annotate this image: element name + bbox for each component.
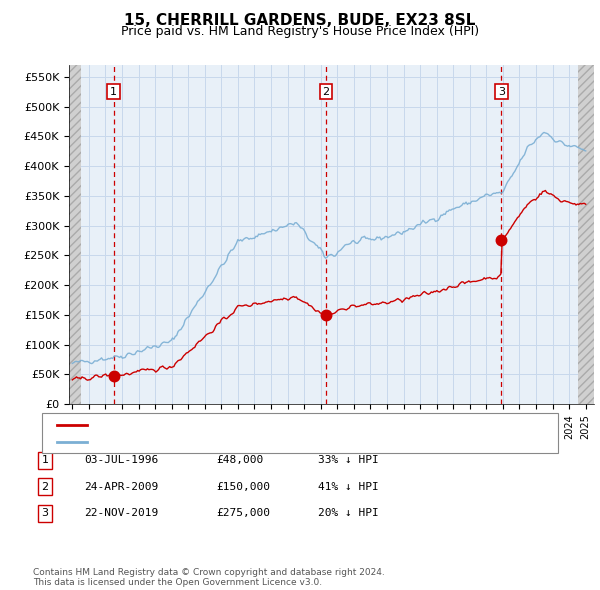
- Text: 15, CHERRILL GARDENS, BUDE, EX23 8SL: 15, CHERRILL GARDENS, BUDE, EX23 8SL: [124, 13, 476, 28]
- Text: 1: 1: [110, 87, 117, 97]
- Text: 33% ↓ HPI: 33% ↓ HPI: [318, 455, 379, 465]
- Text: Contains HM Land Registry data © Crown copyright and database right 2024.
This d: Contains HM Land Registry data © Crown c…: [33, 568, 385, 587]
- Text: 03-JUL-1996: 03-JUL-1996: [84, 455, 158, 465]
- Text: HPI: Average price, detached house, Cornwall: HPI: Average price, detached house, Corn…: [94, 437, 349, 447]
- Text: 3: 3: [498, 87, 505, 97]
- Text: £275,000: £275,000: [216, 509, 270, 518]
- Text: £150,000: £150,000: [216, 482, 270, 491]
- Text: Price paid vs. HM Land Registry's House Price Index (HPI): Price paid vs. HM Land Registry's House …: [121, 25, 479, 38]
- Text: 24-APR-2009: 24-APR-2009: [84, 482, 158, 491]
- Point: [496, 236, 506, 245]
- Point: [109, 371, 119, 381]
- Text: 3: 3: [41, 509, 49, 518]
- Text: £48,000: £48,000: [216, 455, 263, 465]
- Point: [321, 310, 331, 320]
- Text: 20% ↓ HPI: 20% ↓ HPI: [318, 509, 379, 518]
- Bar: [578, 65, 598, 404]
- Bar: [69, 65, 82, 404]
- Text: 41% ↓ HPI: 41% ↓ HPI: [318, 482, 379, 491]
- Text: 15, CHERRILL GARDENS, BUDE, EX23 8SL (detached house): 15, CHERRILL GARDENS, BUDE, EX23 8SL (de…: [94, 420, 428, 430]
- Text: 2: 2: [41, 482, 49, 491]
- Text: 22-NOV-2019: 22-NOV-2019: [84, 509, 158, 518]
- Text: 2: 2: [322, 87, 329, 97]
- Text: 1: 1: [41, 455, 49, 465]
